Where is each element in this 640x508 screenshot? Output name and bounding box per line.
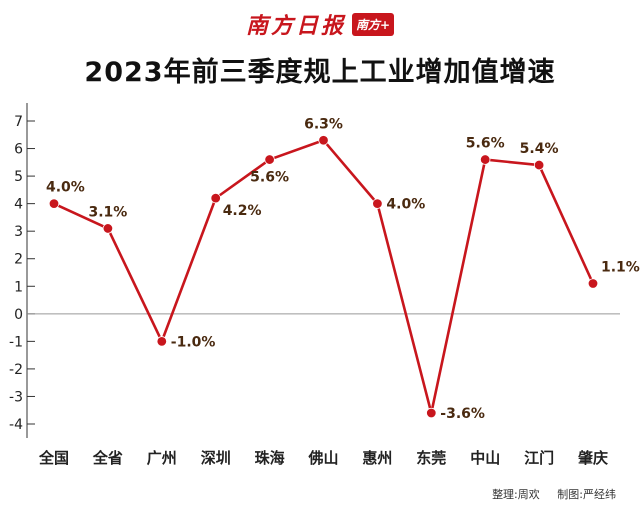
- x-tick-label: 肇庆: [577, 449, 608, 467]
- data-point: [372, 198, 383, 209]
- x-tick-label: 珠海: [255, 449, 285, 467]
- data-point: [587, 278, 599, 289]
- logo-text: 南方日报: [245, 13, 346, 39]
- y-tick-label: 3: [14, 224, 23, 240]
- data-point: [48, 198, 60, 209]
- x-tick-label: 东莞: [416, 449, 446, 467]
- editor-credit: 整理:周欢: [492, 488, 540, 501]
- data-point: [480, 154, 491, 165]
- y-tick-label: 7: [14, 114, 23, 130]
- data-label: 5.6%: [466, 136, 505, 152]
- data-label: 4.2%: [223, 203, 262, 219]
- credits: 整理:周欢 制图:严经纬: [478, 486, 616, 502]
- logo-stamp: 南方+: [351, 12, 395, 36]
- y-tick-label: -2: [9, 362, 23, 378]
- data-point: [318, 135, 329, 146]
- data-label: 1.1%: [601, 260, 640, 276]
- data-label: 4.0%: [46, 180, 85, 196]
- y-tick-label: 2: [14, 252, 23, 268]
- y-tick-label: 0: [14, 307, 23, 323]
- x-tick-label: 江门: [524, 449, 554, 467]
- data-point: [210, 192, 221, 204]
- x-tick-label: 惠州: [362, 449, 392, 467]
- data-point: [426, 407, 437, 419]
- data-label: -1.0%: [171, 334, 216, 350]
- y-tick-label: -1: [9, 334, 23, 350]
- data-point: [533, 159, 545, 171]
- y-tick-label: 6: [14, 142, 23, 158]
- designer-credit: 制图:严经纬: [557, 488, 616, 501]
- series-line: [53, 138, 595, 415]
- x-tick-label: 全省: [92, 449, 123, 467]
- data-label: 3.1%: [88, 204, 127, 220]
- x-tick-label: 全国: [38, 449, 69, 467]
- data-point: [156, 336, 168, 347]
- y-tick-label: 4: [14, 197, 23, 213]
- x-tick-label: 广州: [147, 449, 177, 467]
- chart-title: 2023年前三季度规上工业增加值增速: [84, 57, 556, 88]
- newspaper-logo: 南方日报 南方+: [0, 8, 640, 40]
- data-label: 4.0%: [386, 197, 425, 213]
- x-tick-label: 佛山: [307, 449, 338, 467]
- data-label: 5.6%: [250, 170, 289, 186]
- y-tick-label: 1: [14, 279, 23, 295]
- data-point: [102, 223, 114, 234]
- y-tick-label: 5: [14, 169, 23, 185]
- data-label: -3.6%: [440, 406, 485, 422]
- data-label: 5.4%: [520, 141, 559, 157]
- y-tick-label: -4: [9, 417, 23, 433]
- y-tick-label: -3: [9, 389, 23, 405]
- data-point: [264, 154, 275, 165]
- x-tick-label: 中山: [470, 449, 500, 467]
- data-label: 6.3%: [304, 116, 343, 132]
- x-tick-label: 深圳: [201, 449, 231, 467]
